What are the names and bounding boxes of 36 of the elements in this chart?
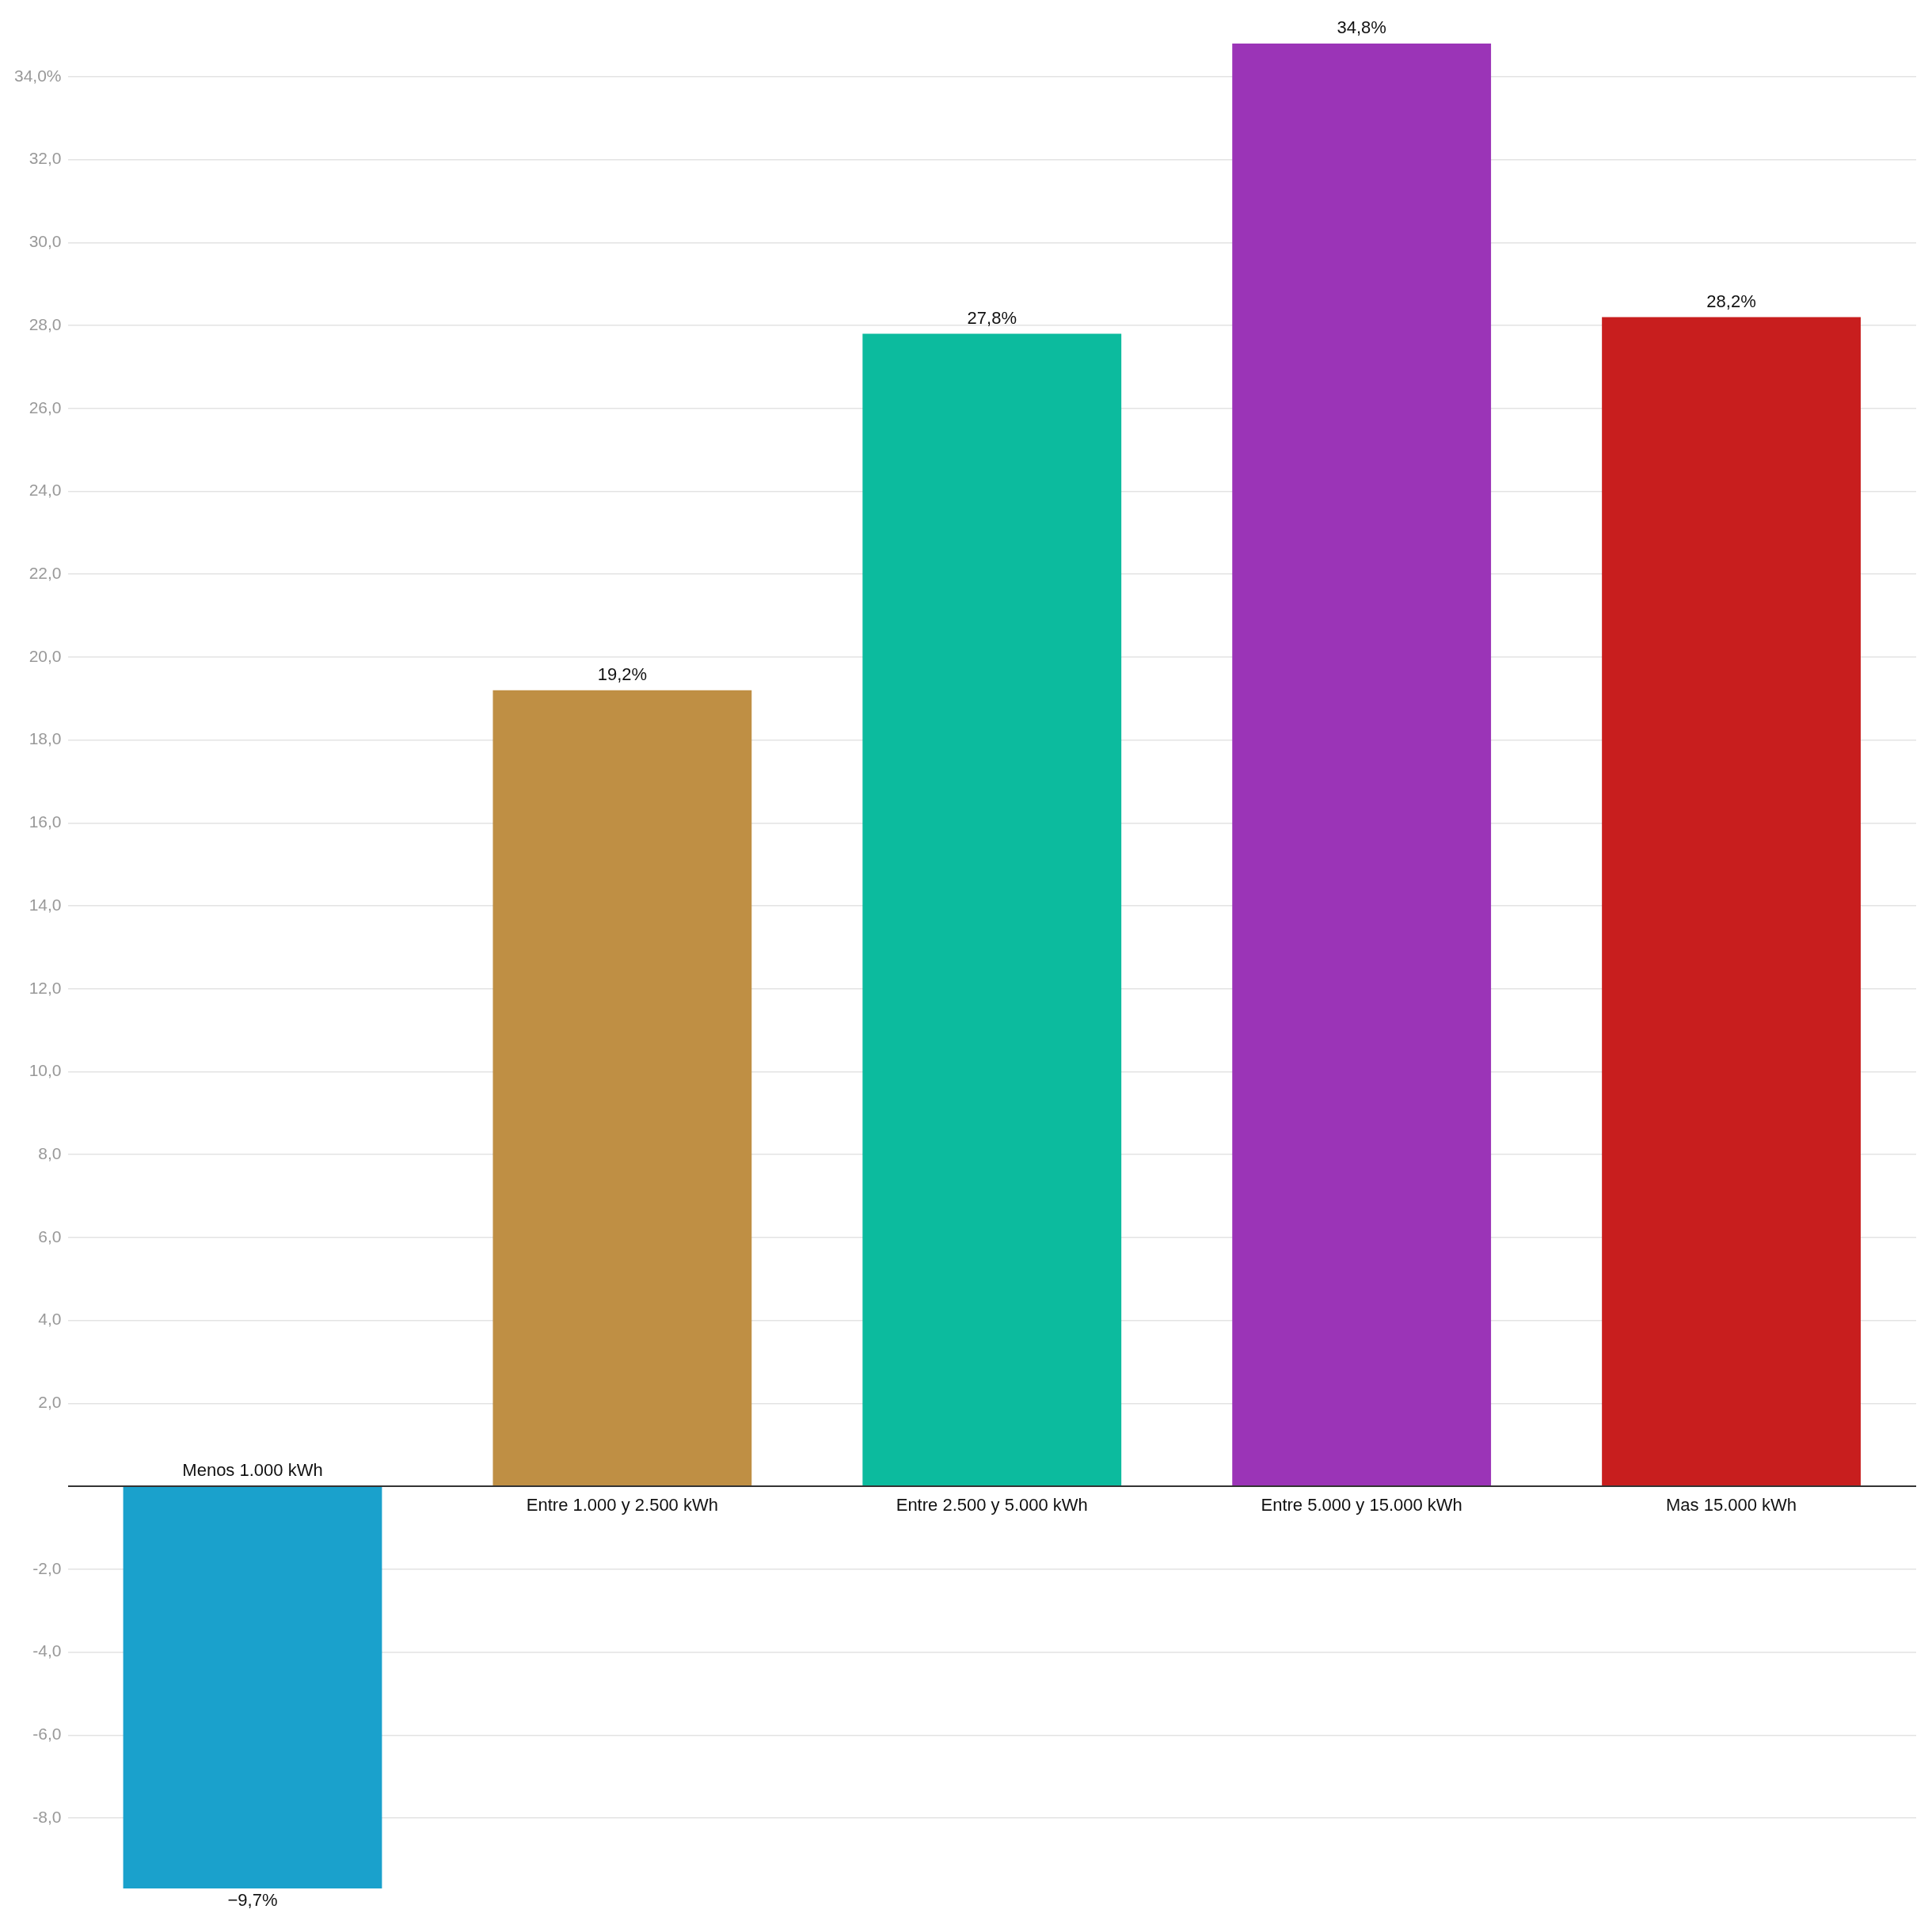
x-tick-label: Menos 1.000 kWh (182, 1460, 323, 1481)
y-tick-label: 28,0 (29, 314, 62, 333)
bar (862, 333, 1122, 1486)
y-tick-label: 30,0 (29, 232, 62, 251)
data-label: 28,2% (1706, 291, 1756, 311)
y-tick-label: -2,0 (32, 1558, 62, 1577)
y-tick-label: 18,0 (29, 729, 62, 748)
y-tick-label: -6,0 (32, 1725, 62, 1744)
y-tick-label: 2,0 (38, 1393, 62, 1412)
x-tick-label: Entre 1.000 y 2.500 kWh (526, 1495, 718, 1516)
y-tick-label: 16,0 (29, 812, 62, 831)
bar (493, 690, 752, 1486)
bar (1232, 44, 1492, 1486)
data-label: 34,8% (1337, 17, 1386, 38)
y-tick-label: 8,0 (38, 1144, 62, 1163)
bar (123, 1487, 382, 1888)
x-tick-label: Mas 15.000 kWh (1666, 1495, 1797, 1516)
y-tick-label: 14,0 (29, 895, 62, 914)
y-tick-label: 24,0 (29, 481, 62, 500)
data-label: 27,8% (967, 307, 1017, 328)
data-label: −9,7% (227, 1890, 278, 1911)
y-tick-label: 34,0% (14, 66, 62, 85)
y-tick-label: 32,0 (29, 149, 62, 168)
y-tick-label: -4,0 (32, 1641, 62, 1660)
y-tick-label: 22,0 (29, 564, 62, 582)
y-tick-label: 10,0 (29, 1061, 62, 1080)
y-tick-label: 20,0 (29, 646, 62, 665)
y-tick-label: 6,0 (38, 1227, 62, 1246)
x-tick-label: Entre 2.500 y 5.000 kWh (896, 1495, 1088, 1516)
y-tick-label: 12,0 (29, 978, 62, 997)
x-tick-label: Entre 5.000 y 15.000 kWh (1261, 1495, 1462, 1516)
bar (1602, 317, 1861, 1486)
y-tick-label: 26,0 (29, 397, 62, 416)
y-tick-label: -8,0 (32, 1807, 62, 1826)
data-label: 19,2% (597, 664, 648, 684)
y-tick-label: 4,0 (38, 1310, 62, 1329)
